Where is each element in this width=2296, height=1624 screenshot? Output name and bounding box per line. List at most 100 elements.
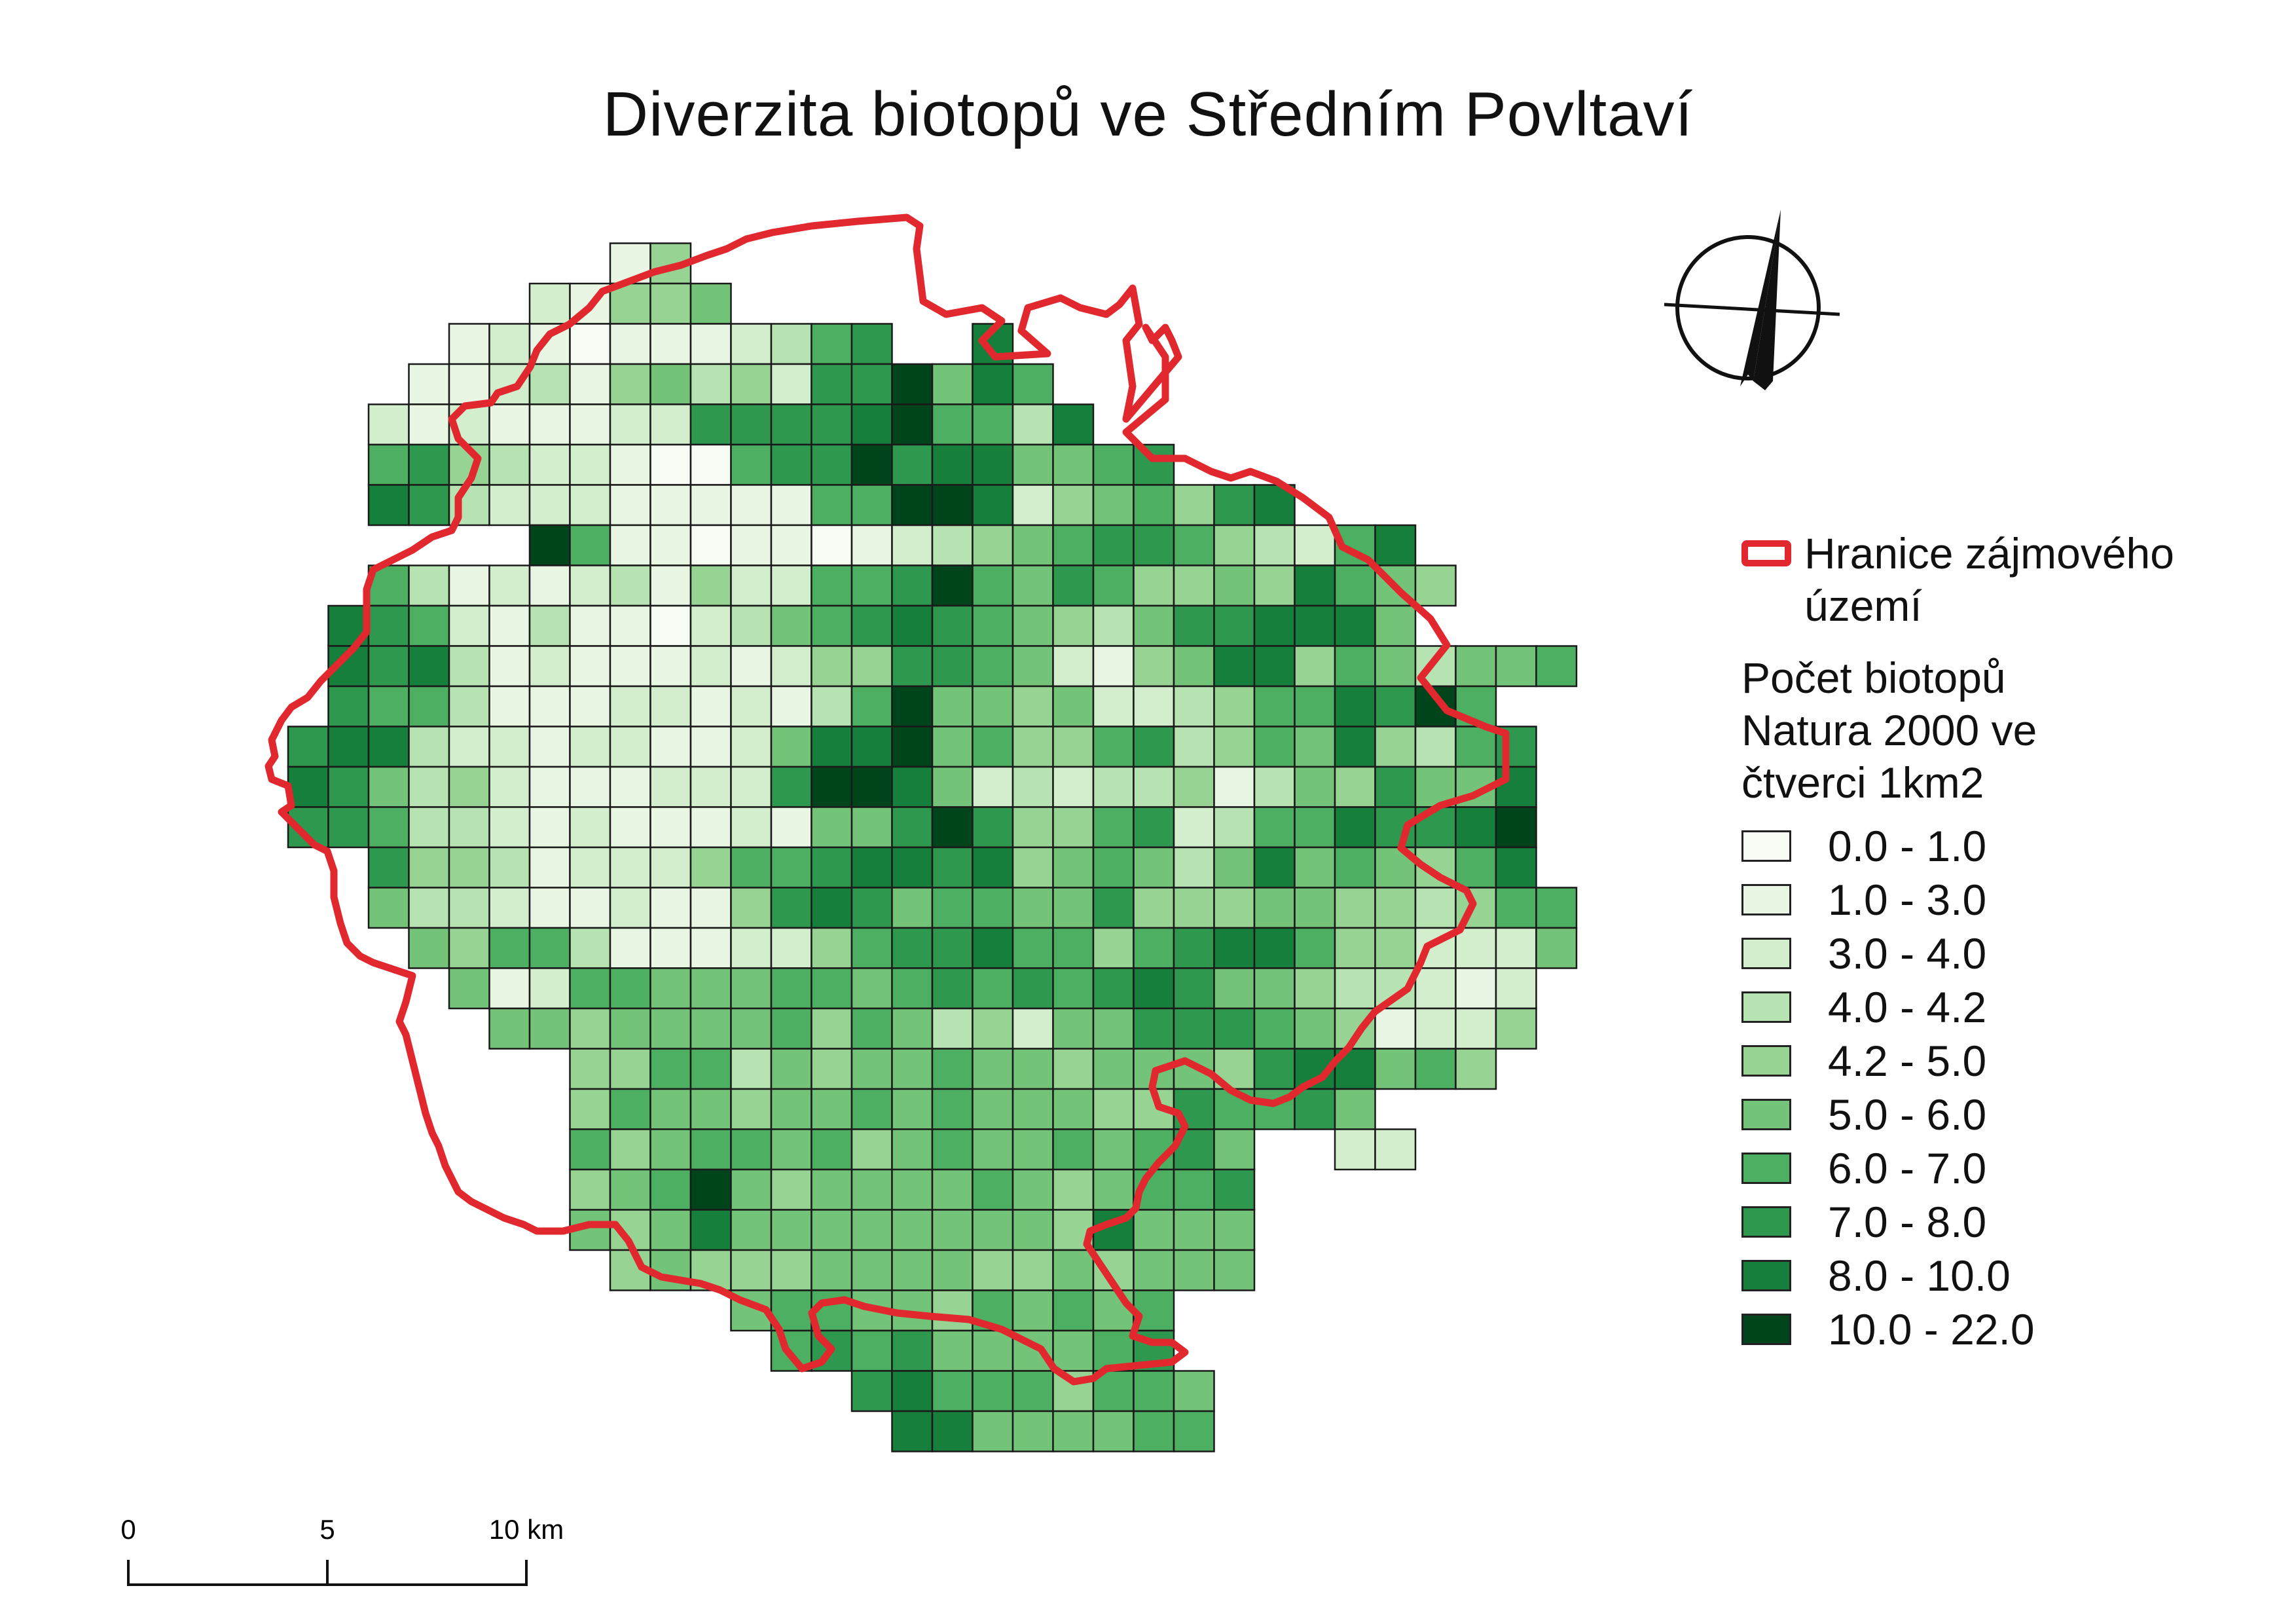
- grid-cell: [1334, 726, 1376, 768]
- grid-cell: [1092, 1168, 1135, 1211]
- grid-cell: [1213, 1168, 1256, 1211]
- grid-cell: [1052, 1249, 1095, 1291]
- grid-cell: [1133, 846, 1175, 889]
- grid-cell: [1133, 1209, 1175, 1251]
- grid-cell: [972, 484, 1014, 526]
- grid-cell: [689, 484, 732, 526]
- grid-cell: [730, 443, 773, 486]
- grid-cell: [1011, 564, 1054, 607]
- legend-class-list: 0.0 - 1.0 1.0 - 3.0 3.0 - 4.0 4.0 - 4.2 4.2 …: [1741, 819, 2223, 1356]
- grid-cell: [972, 1007, 1014, 1050]
- grid-cell: [811, 564, 853, 607]
- grid-cell: [649, 846, 692, 889]
- grid-cell: [1092, 846, 1135, 889]
- grid-cell: [1052, 645, 1095, 688]
- grid-cell: [1011, 645, 1054, 688]
- grid-cell: [1133, 887, 1175, 929]
- grid-cell: [1173, 1410, 1215, 1452]
- grid-cell: [811, 443, 853, 486]
- grid-cell: [850, 363, 893, 405]
- grid-cell: [1495, 766, 1537, 808]
- grid-cell: [1133, 967, 1175, 1010]
- grid-cell: [730, 1007, 773, 1050]
- grid-cell: [1294, 766, 1336, 808]
- grid-cell: [931, 846, 974, 889]
- grid-cell: [770, 726, 812, 768]
- grid-cell: [850, 1249, 893, 1291]
- grid-cell: [1334, 887, 1376, 929]
- grid-cell: [1011, 484, 1054, 526]
- grid-cell: [931, 1007, 974, 1050]
- legend-class-label: 7.0 - 8.0: [1828, 1198, 1987, 1246]
- grid-cell: [1334, 604, 1376, 647]
- grid-cell: [569, 484, 611, 526]
- grid-cell: [1374, 1048, 1417, 1090]
- grid-cell: [1334, 1128, 1376, 1171]
- grid-cell: [730, 1209, 773, 1251]
- grid-cell: [730, 1128, 773, 1171]
- grid-cell: [1253, 685, 1296, 728]
- grid-cell: [891, 766, 934, 808]
- grid-cell: [850, 1329, 893, 1372]
- grid-cell: [1173, 484, 1215, 526]
- grid-cell: [609, 1088, 651, 1130]
- grid-cell: [689, 363, 732, 405]
- grid-cell: [1011, 806, 1054, 849]
- grid-cell: [1455, 645, 1497, 688]
- grid-cell: [730, 564, 773, 607]
- grid-cell: [1133, 1370, 1175, 1412]
- grid-cell: [528, 604, 571, 647]
- grid-cell: [528, 524, 571, 566]
- legend-class-item: 4.2 - 5.0: [1741, 1034, 2223, 1088]
- grid-cell: [891, 1168, 934, 1211]
- grid-cell: [408, 604, 450, 647]
- grid-cell: [1092, 1088, 1135, 1130]
- grid-cell: [811, 363, 853, 405]
- grid-cell: [1092, 1410, 1135, 1452]
- grid-cell: [649, 1048, 692, 1090]
- grid-cell: [689, 564, 732, 607]
- grid-cell: [609, 766, 651, 808]
- grid-cell: [1092, 604, 1135, 647]
- grid-cell: [609, 403, 651, 446]
- grid-cell: [972, 927, 1014, 969]
- grid-cell: [972, 403, 1014, 446]
- grid-cell: [850, 484, 893, 526]
- grid-cell: [488, 806, 531, 849]
- grid-cell: [931, 645, 974, 688]
- grid-cell: [891, 1007, 934, 1050]
- grid-cell: [1495, 645, 1537, 688]
- grid-cell: [367, 846, 410, 889]
- grid-cell: [1213, 645, 1256, 688]
- grid-cell: [931, 564, 974, 607]
- legend-swatch: [1741, 1206, 1791, 1238]
- grid-cell: [1052, 1088, 1095, 1130]
- grid-cell: [1253, 887, 1296, 929]
- grid-cell: [1133, 685, 1175, 728]
- grid-cell: [811, 1048, 853, 1090]
- grid-cell: [1294, 524, 1336, 566]
- grid-cell: [1173, 927, 1215, 969]
- grid-cell: [1052, 846, 1095, 889]
- grid-cell: [569, 927, 611, 969]
- grid-cell: [730, 403, 773, 446]
- grid-cell: [1334, 846, 1376, 889]
- grid-cell: [1414, 1048, 1457, 1090]
- grid-cell: [408, 403, 450, 446]
- grid-cell: [1052, 604, 1095, 647]
- grid-cell: [1133, 604, 1175, 647]
- grid-cell: [1173, 1370, 1215, 1412]
- grid-cell: [1455, 806, 1497, 849]
- grid-cell: [1213, 604, 1256, 647]
- grid-cell: [1052, 806, 1095, 849]
- scale-label-5: 5: [319, 1514, 335, 1545]
- grid-cell: [931, 726, 974, 768]
- grid-cell: [1052, 1410, 1095, 1452]
- grid-cell: [1092, 645, 1135, 688]
- legend-class-item: 1.0 - 3.0: [1741, 873, 2223, 927]
- grid-cell: [972, 604, 1014, 647]
- grid-cell: [811, 1088, 853, 1130]
- grid-cell: [1052, 927, 1095, 969]
- grid-cell: [1253, 564, 1296, 607]
- grid-cell: [972, 1410, 1014, 1452]
